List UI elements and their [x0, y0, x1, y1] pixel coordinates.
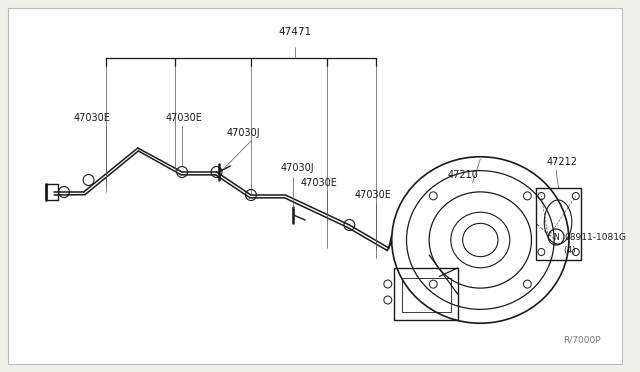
Text: 47030E: 47030E — [165, 113, 202, 123]
Text: 47030J: 47030J — [227, 128, 260, 138]
Bar — [401, 278, 451, 312]
Text: (4): (4) — [564, 246, 576, 254]
Bar — [536, 188, 580, 260]
Text: 47030J: 47030J — [280, 163, 314, 173]
Text: R/7000P: R/7000P — [563, 336, 600, 344]
Text: 47210: 47210 — [448, 170, 479, 180]
Text: 47471: 47471 — [278, 27, 312, 37]
Text: 47030E: 47030E — [74, 113, 111, 123]
Text: 47212: 47212 — [547, 157, 577, 167]
Bar — [394, 268, 458, 320]
Text: 47030E: 47030E — [300, 178, 337, 188]
Text: 08911-1081G: 08911-1081G — [564, 232, 626, 241]
Text: N: N — [553, 232, 559, 241]
FancyBboxPatch shape — [8, 8, 622, 364]
Text: 47030E: 47030E — [355, 190, 391, 200]
